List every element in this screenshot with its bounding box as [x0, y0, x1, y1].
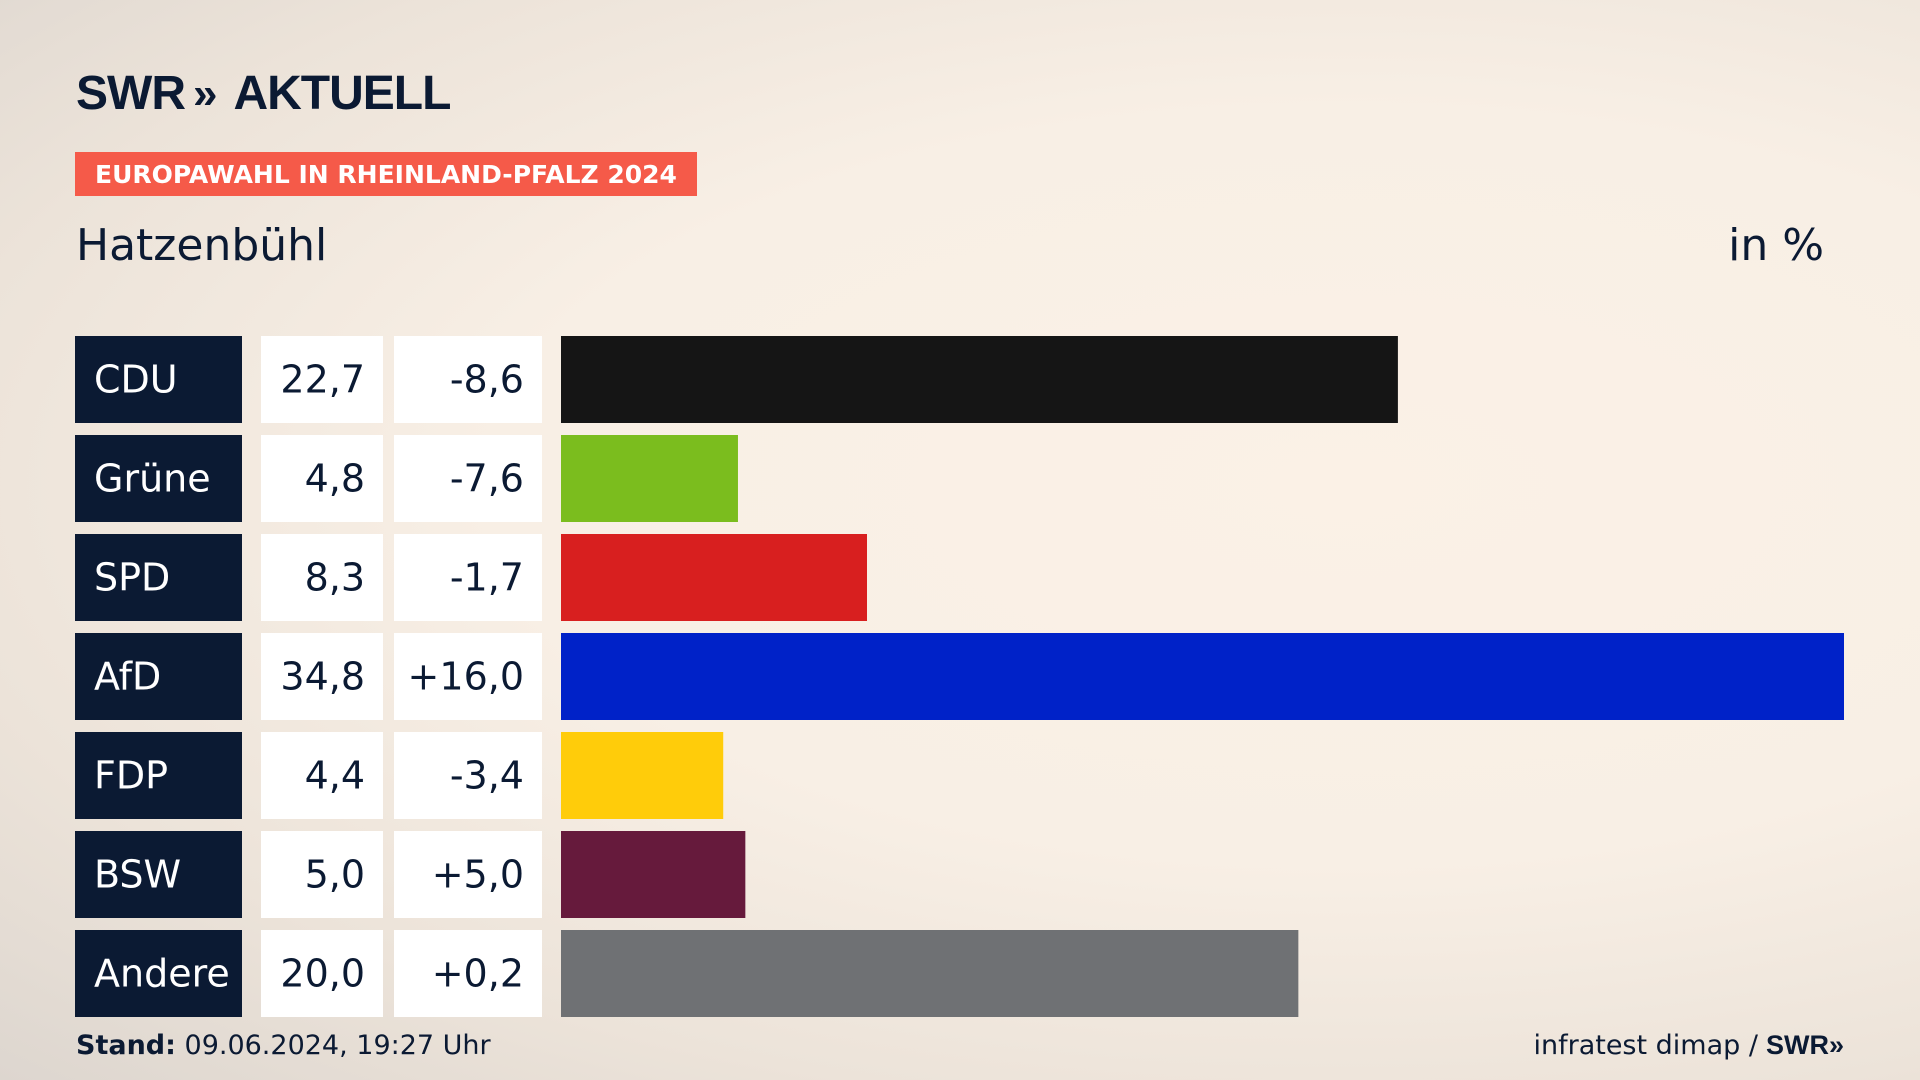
- change-cell-cdu: [394, 336, 542, 423]
- change-label-bsw: +5,0: [432, 853, 524, 897]
- unit-label: in %: [1728, 220, 1824, 271]
- bar-bsw: [561, 831, 746, 918]
- bar-cdu: [561, 336, 1398, 423]
- value-cell-afd: [261, 633, 383, 720]
- party-label-gr-ne: Grüne: [94, 457, 211, 501]
- swr-aktuell-logo: SWR » AKTUELL: [76, 66, 451, 121]
- change-cell-afd: [394, 633, 542, 720]
- stand-label: Stand:: [76, 1030, 176, 1061]
- change-label-spd: -1,7: [450, 556, 524, 600]
- change-cell-bsw: [394, 831, 542, 918]
- value-label-bsw: 5,0: [305, 853, 365, 897]
- change-cell-andere: [394, 930, 542, 1017]
- value-label-andere: 20,0: [280, 952, 365, 996]
- value-label-fdp: 4,4: [305, 754, 365, 798]
- change-label-andere: +0,2: [432, 952, 524, 996]
- party-label-afd: AfD: [94, 655, 161, 699]
- stand-value: 09.06.2024, 19:27 Uhr: [184, 1030, 491, 1061]
- bar-gr-ne: [561, 435, 738, 522]
- logo-aktuell: AKTUELL: [233, 67, 451, 120]
- bar-afd: [561, 633, 1844, 720]
- change-label-fdp: -3,4: [450, 754, 524, 798]
- value-cell-spd: [261, 534, 383, 621]
- value-cell-gr-ne: [261, 435, 383, 522]
- party-label-andere: Andere: [94, 952, 230, 996]
- party-label-bg-spd: [75, 534, 242, 621]
- logo-swr: SWR: [76, 67, 186, 120]
- election-badge: EUROPAWAHL IN RHEINLAND-PFALZ 2024: [75, 152, 697, 196]
- change-cell-fdp: [394, 732, 542, 819]
- source-credit: infratest dimap / SWR»: [1533, 1030, 1844, 1061]
- region-title: Hatzenbühl: [76, 220, 328, 271]
- value-label-cdu: 22,7: [280, 358, 365, 402]
- value-label-spd: 8,3: [305, 556, 365, 600]
- change-cell-gr-ne: [394, 435, 542, 522]
- party-label-bg-cdu: [75, 336, 242, 423]
- party-label-spd: SPD: [94, 556, 170, 600]
- change-label-gr-ne: -7,6: [450, 457, 524, 501]
- value-cell-andere: [261, 930, 383, 1017]
- value-label-afd: 34,8: [280, 655, 365, 699]
- timestamp: Stand: 09.06.2024, 19:27 Uhr: [76, 1030, 491, 1061]
- party-label-bsw: BSW: [94, 853, 181, 897]
- party-label-bg-gr-ne: [75, 435, 242, 522]
- swr-small-logo: SWR»: [1765, 1030, 1844, 1060]
- value-label-gr-ne: 4,8: [305, 457, 365, 501]
- value-cell-cdu: [261, 336, 383, 423]
- party-label-bg-bsw: [75, 831, 242, 918]
- change-label-cdu: -8,6: [450, 358, 524, 402]
- party-label-fdp: FDP: [94, 754, 168, 798]
- value-cell-fdp: [261, 732, 383, 819]
- change-cell-spd: [394, 534, 542, 621]
- change-label-afd: +16,0: [408, 655, 524, 699]
- bar-fdp: [561, 732, 724, 819]
- value-cell-bsw: [261, 831, 383, 918]
- party-label-bg-andere: [75, 930, 242, 1017]
- bar-andere: [561, 930, 1299, 1017]
- party-label-bg-fdp: [75, 732, 242, 819]
- bar-spd: [561, 534, 868, 621]
- party-label-bg-afd: [75, 633, 242, 720]
- party-label-cdu: CDU: [94, 358, 178, 402]
- source-text: infratest dimap /: [1533, 1030, 1758, 1061]
